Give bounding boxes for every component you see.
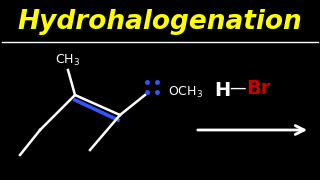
Text: $\mathregular{CH_3}$: $\mathregular{CH_3}$ [55, 52, 81, 68]
Text: $\mathregular{OCH_3}$: $\mathregular{OCH_3}$ [168, 84, 203, 100]
Text: H: H [214, 80, 230, 100]
Text: Br: Br [246, 78, 270, 98]
Text: Hydrohalogenation: Hydrohalogenation [18, 9, 302, 35]
Text: —: — [230, 79, 246, 97]
